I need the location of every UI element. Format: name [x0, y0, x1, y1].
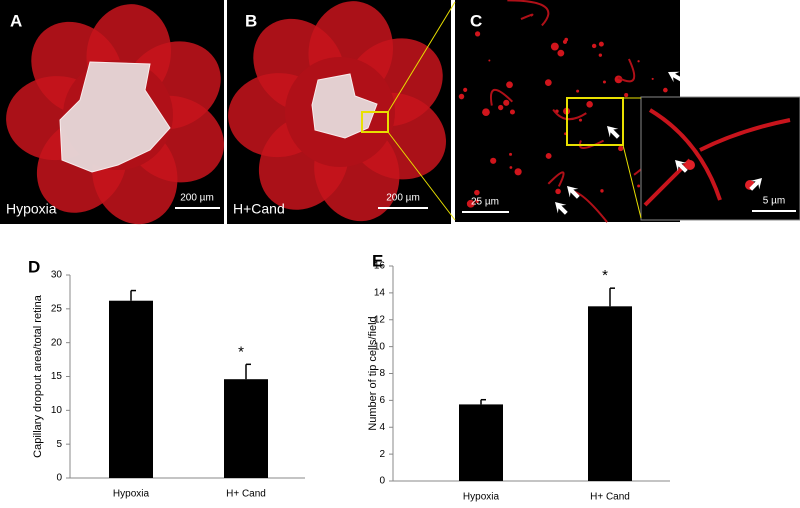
y-tick-label: 8: [379, 368, 385, 379]
cell-dot: [514, 168, 522, 176]
cell-dot: [550, 42, 559, 51]
avascular-area: [59, 61, 171, 173]
cell-dot: [509, 152, 513, 156]
cell-dot: [586, 101, 593, 108]
scale-label: 5 µm: [763, 196, 785, 207]
y-tick-label: 0: [56, 473, 62, 484]
annotation: *: [238, 343, 244, 360]
y-tick-label: 0: [379, 476, 385, 487]
cell-dot: [545, 153, 552, 159]
panel-label: D: [28, 257, 40, 276]
zoom-box: [361, 111, 389, 133]
panel-label: C: [470, 11, 482, 30]
caption: H+Cand: [233, 201, 285, 217]
cell-dot: [509, 109, 515, 115]
y-tick-label: 16: [374, 261, 386, 272]
cell-dot: [482, 108, 490, 117]
cell-dot: [562, 39, 568, 44]
y-tick-label: 25: [51, 303, 63, 314]
cell-dot: [624, 93, 629, 98]
y-axis-label: Number of tip cells/field: [367, 316, 379, 430]
cell-dot: [544, 79, 552, 86]
cell-dot: [685, 160, 695, 170]
cell-dot: [578, 118, 583, 122]
cell-dot: [498, 104, 504, 111]
cell-dot: [651, 77, 654, 80]
cell-dot: [637, 60, 640, 63]
arrow: [668, 71, 683, 83]
y-tick-label: 6: [379, 395, 385, 406]
cell-dot: [506, 81, 513, 89]
caption: Hypoxia: [6, 201, 57, 217]
y-tick-label: 12: [374, 314, 386, 325]
cell-dot: [614, 75, 623, 84]
zoom-line: [387, 131, 456, 221]
y-tick-label: 20: [51, 337, 63, 348]
y-tick-label: 14: [374, 288, 386, 299]
bar: [109, 300, 153, 478]
x-tick-label: H+ Cand: [590, 492, 630, 503]
arrow: [567, 186, 580, 199]
arrow: [675, 160, 688, 173]
vessel: [617, 58, 636, 83]
y-tick-label: 10: [51, 405, 63, 416]
vessel: [520, 13, 534, 21]
y-axis-label: Capillary dropout area/total retina: [32, 294, 44, 458]
cell-dot: [602, 80, 606, 84]
cell-dot: [637, 184, 641, 188]
panel-label: E: [372, 251, 383, 270]
cell-dot: [598, 53, 603, 57]
cell-dot: [591, 43, 597, 49]
cell-dot: [663, 87, 668, 93]
cell-dot: [463, 87, 468, 92]
cell-dot: [503, 99, 510, 106]
vessel: [507, 0, 550, 27]
cell-dot: [488, 59, 491, 62]
y-tick-label: 2: [379, 449, 385, 460]
cell-dot: [475, 199, 479, 204]
vessel: [490, 88, 514, 106]
panel-label: A: [10, 11, 22, 30]
scale-label: 200 µm: [180, 193, 214, 204]
panel-label: B: [245, 11, 257, 30]
arrow: [555, 202, 568, 215]
bar: [588, 306, 632, 481]
cell-dot: [618, 145, 624, 152]
cell-dot: [557, 49, 565, 57]
cell-dot: [474, 189, 480, 196]
cell-dot: [466, 199, 475, 208]
cell-dot: [555, 188, 561, 195]
x-tick-label: Hypoxia: [113, 489, 150, 500]
zoom-line: [387, 1, 456, 113]
bar: [459, 404, 503, 481]
y-tick-label: 30: [51, 270, 63, 281]
zoom-line: [622, 144, 642, 219]
arrow: [607, 126, 620, 139]
bar: [224, 379, 268, 478]
y-tick-label: 10: [374, 341, 386, 352]
x-tick-label: Hypoxia: [463, 492, 500, 503]
y-tick-label: 5: [56, 439, 62, 450]
x-tick-label: H+ Cand: [226, 489, 266, 500]
scale-label: 200 µm: [386, 193, 420, 204]
cell-dot: [509, 166, 513, 169]
cell-dot: [576, 89, 580, 93]
annotation: *: [602, 267, 608, 284]
cell-dot: [458, 93, 465, 100]
cell-dot: [474, 31, 481, 37]
cell-dot: [600, 189, 604, 193]
scale-label: 25 µm: [471, 197, 499, 208]
y-tick-label: 15: [51, 371, 63, 382]
cell-dot: [490, 157, 497, 164]
vessel: [547, 171, 565, 187]
y-tick-label: 4: [379, 422, 385, 433]
zoom-box: [566, 97, 624, 146]
cell-dot: [598, 41, 604, 47]
vessel: [578, 139, 605, 150]
avascular-area: [311, 73, 378, 139]
arrow: [749, 178, 762, 191]
